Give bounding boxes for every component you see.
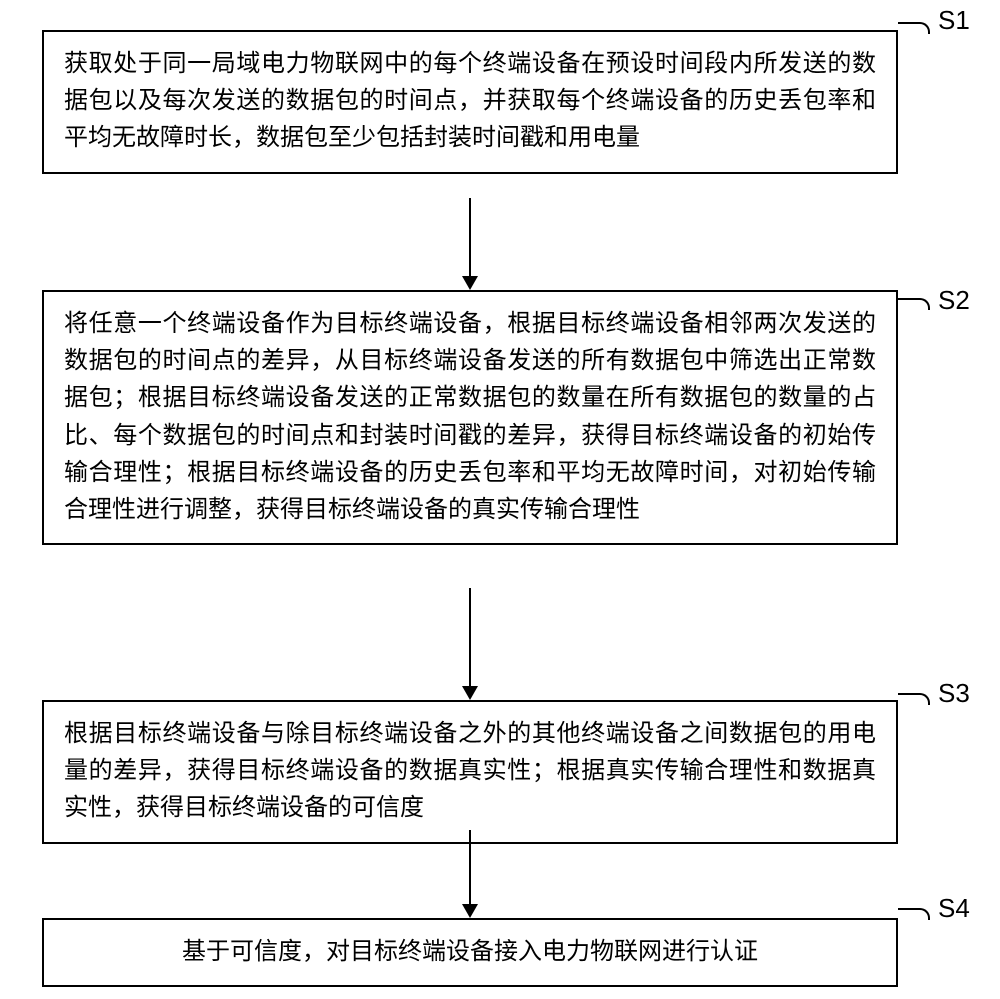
step-s3-text: 根据目标终端设备与除目标终端设备之外的其他终端设备之间数据包的用电量的差异，获得… <box>64 721 876 821</box>
step-s3-label: S3 <box>938 678 970 709</box>
arrow-s1-s2-head <box>462 276 478 290</box>
step-s2-label: S2 <box>938 285 970 316</box>
step-s4-connector <box>898 908 930 920</box>
step-s1-text: 获取处于同一局域电力物联网中的每个终端设备在预设时间段内所发送的数据包以及每次发… <box>64 51 876 151</box>
step-s3-connector <box>898 693 930 705</box>
step-s4-label: S4 <box>938 893 970 924</box>
flowchart-container: 获取处于同一局域电力物联网中的每个终端设备在预设时间段内所发送的数据包以及每次发… <box>0 0 1000 999</box>
step-s4-box: 基于可信度，对目标终端设备接入电力物联网进行认证 <box>42 918 898 987</box>
arrow-s2-s3-line <box>469 588 471 686</box>
step-s4-text: 基于可信度，对目标终端设备接入电力物联网进行认证 <box>182 939 758 965</box>
step-s3-box: 根据目标终端设备与除目标终端设备之外的其他终端设备之间数据包的用电量的差异，获得… <box>42 700 898 844</box>
step-s2-box: 将任意一个终端设备作为目标终端设备，根据目标终端设备相邻两次发送的数据包的时间点… <box>42 290 898 545</box>
arrow-s1-s2-line <box>469 198 471 276</box>
step-s1-box: 获取处于同一局域电力物联网中的每个终端设备在预设时间段内所发送的数据包以及每次发… <box>42 30 898 174</box>
arrow-s2-s3-head <box>462 686 478 700</box>
step-s1-label: S1 <box>938 5 970 36</box>
step-s2-connector <box>898 298 930 310</box>
step-s2-text: 将任意一个终端设备作为目标终端设备，根据目标终端设备相邻两次发送的数据包的时间点… <box>64 311 876 523</box>
step-s1-connector <box>898 22 930 34</box>
arrow-s3-s4-line <box>469 830 471 904</box>
arrow-s3-s4-head <box>462 904 478 918</box>
